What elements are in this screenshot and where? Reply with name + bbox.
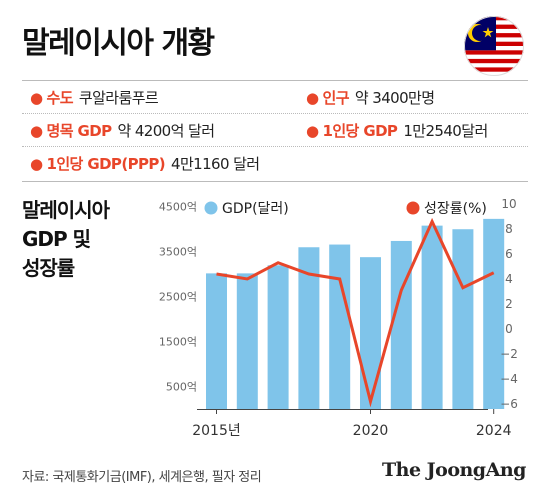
line-layer [216,217,495,408]
gdp-item: ● 명목 GDP 약 4200억 달러 [30,120,215,141]
left-axis-tick-label: 500억 [166,380,197,393]
legend: GDP(달러) 성장률(%) [204,201,487,217]
bullet-icon: ● [306,89,319,107]
right-axis-tick-label: −2 [500,347,518,361]
gdp-value: 약 4200억 달러 [117,122,215,140]
chart-title: 말레이시아 GDP 및 성장률 [22,196,110,283]
info-row: ● 1인당 GDP(PPP) 4만1160 달러 [22,147,528,179]
gdp-bar [483,218,505,409]
capital-value: 쿠알라룸푸르 [78,89,159,107]
left-axis-tick-label: 1500억 [159,335,197,348]
info-row: ● 수도 쿠알라룸푸르 ● 인구 약 3400만명 [22,81,528,114]
gdp-bar [390,240,412,409]
right-axis-tick-label: 2 [505,297,513,311]
legend-marker-growth [406,201,420,215]
gdp-ppp-value: 4만1160 달러 [171,155,260,173]
x-axis-tick-label: 2020 [353,423,389,439]
gdp-ppp-item: ● 1인당 GDP(PPP) 4만1160 달러 [30,153,260,174]
gdp-per-capita-label: 1인당 GDP [322,122,398,140]
bullet-icon: ● [30,89,43,107]
growth-rate-line [216,217,495,408]
chart-title-line: 성장률 [22,256,75,280]
left-axis-tick-label: 2500억 [159,290,197,303]
capital-label: 수도 [46,89,74,107]
right-axis-tick-label: 8 [505,222,513,236]
gdp-bar [329,244,351,409]
right-axis-tick-label: −6 [500,397,518,411]
info-row: ● 명목 GDP 약 4200억 달러 ● 1인당 GDP 1만2540달러 [22,114,528,147]
gdp-per-capita-item: ● 1인당 GDP 1만2540달러 [306,120,488,141]
source-note: 자료: 국제통화기금(IMF), 세계은행, 필자 정리 [22,470,262,485]
bars-layer [206,218,505,409]
bullet-icon: ● [306,122,319,140]
x-axis-tick-label: 2015년 [192,423,241,439]
population-value: 약 3400만명 [354,89,435,107]
left-axis-tick-label: 3500억 [159,245,197,258]
bullet-icon: ● [30,155,43,173]
legend-label-growth: 성장률(%) [424,201,487,217]
axis-layer: 500억 1500억 2500억 3500억 4500억 −6 −4 −2 0 2 4 6 8 10 201… [159,197,518,439]
gdp-bar [421,225,443,409]
gdp-bar [360,257,381,409]
x-axis-tick-label: 2024 [476,423,512,439]
gdp-label: 명목 GDP [46,122,113,140]
right-axis-tick-label: 10 [501,197,516,211]
bullet-icon: ● [30,122,43,140]
legend-marker-gdp [204,201,218,215]
page-title: 말레이시아 개황 [22,26,215,61]
left-axis-tick-label: 4500억 [159,200,197,213]
legend-label-gdp: GDP(달러) [222,201,289,217]
capital-item: ● 수도 쿠알라룸푸르 [30,87,159,108]
right-axis-tick-label: 0 [505,322,513,336]
chart-title-line: 말레이시아 [22,198,110,222]
right-axis-tick-label: −4 [500,372,518,386]
info-box: ● 수도 쿠알라룸푸르 ● 인구 약 3400만명 ● 명목 GDP 약 4200억 달러 … [22,80,528,182]
malaysia-flag-icon [464,16,524,76]
right-axis-tick-label: 6 [505,247,513,261]
population-label: 인구 [322,89,350,107]
gdp-bar [452,229,474,409]
gdp-ppp-label: 1인당 GDP(PPP) [46,155,166,173]
gdp-per-capita-value: 1만2540달러 [403,122,488,140]
gdp-bar [236,273,258,409]
publisher-logo: The JoongAng [382,459,526,481]
gdp-bar [206,273,227,409]
gdp-bar [298,247,320,409]
right-axis-tick-label: 4 [505,272,513,286]
chart-title-line: GDP 및 [22,227,91,251]
gdp-bar [267,265,289,409]
population-item: ● 인구 약 3400만명 [306,87,435,108]
